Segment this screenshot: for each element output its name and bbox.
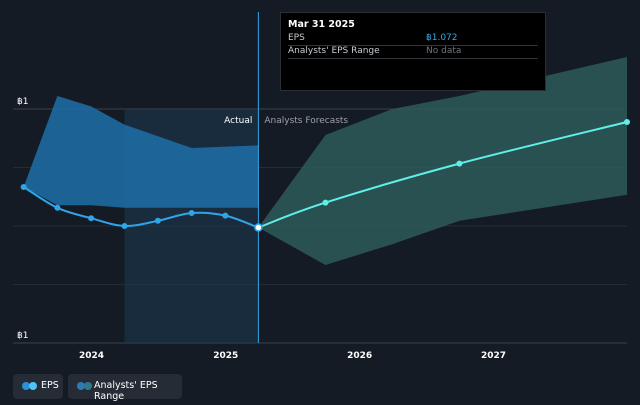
tooltip-row-eps: EPS ฿1.072 bbox=[288, 32, 538, 46]
data-points bbox=[20, 119, 630, 232]
x-tick-label-2026: 2026 bbox=[347, 351, 372, 361]
eps-point[interactable] bbox=[54, 204, 61, 211]
y-tick-label-bottom: ฿1 bbox=[17, 331, 28, 341]
eps-point[interactable] bbox=[20, 184, 27, 190]
tooltip-eps-value: ฿1.072 bbox=[426, 33, 458, 43]
eps-point[interactable] bbox=[254, 223, 263, 232]
eps-point[interactable] bbox=[154, 217, 161, 224]
eps-point[interactable] bbox=[121, 223, 128, 229]
forecast-point[interactable] bbox=[624, 119, 630, 125]
tooltip-eps-label: EPS bbox=[288, 33, 305, 43]
forecast-line bbox=[258, 121, 628, 229]
x-tick-label-2024: 2024 bbox=[79, 351, 104, 361]
tooltip-range-value: No data bbox=[426, 46, 462, 56]
x-tick-label-2027: 2027 bbox=[481, 351, 506, 361]
eps-chart: ฿1 ฿1 Actual Analysts Forecasts 2024 202… bbox=[13, 12, 630, 361]
tooltip-row-range: Analysts' EPS Range No data bbox=[288, 45, 538, 59]
eps-legend-icon bbox=[22, 382, 37, 390]
y-tick-label-top: ฿1 bbox=[17, 97, 28, 107]
analysts-range-legend-icon bbox=[77, 382, 92, 390]
tooltip: Mar 31 2025 EPS ฿1.072 Analysts' EPS Ran… bbox=[280, 12, 546, 91]
analysts-eps-range-band bbox=[258, 57, 627, 265]
legend-eps-label: EPS bbox=[41, 380, 59, 391]
eps-point[interactable] bbox=[88, 215, 95, 222]
eps-point[interactable] bbox=[188, 210, 195, 216]
eps-range-band bbox=[23, 96, 259, 208]
legend-item-analysts-range[interactable]: Analysts' EPS Range bbox=[68, 374, 182, 402]
tooltip-date: Mar 31 2025 bbox=[288, 19, 355, 30]
eps-point[interactable] bbox=[222, 212, 229, 219]
actual-label: Actual bbox=[224, 116, 252, 126]
legend-range-label: Analysts' EPS Range bbox=[94, 380, 158, 402]
tooltip-range-label: Analysts' EPS Range bbox=[288, 46, 380, 56]
analysts-forecasts-label: Analysts Forecasts bbox=[264, 116, 348, 126]
legend-item-eps[interactable]: EPS bbox=[13, 374, 63, 399]
forecast-point[interactable] bbox=[322, 199, 329, 206]
x-tick-label-2025: 2025 bbox=[213, 351, 238, 361]
forecast-point[interactable] bbox=[456, 160, 463, 167]
